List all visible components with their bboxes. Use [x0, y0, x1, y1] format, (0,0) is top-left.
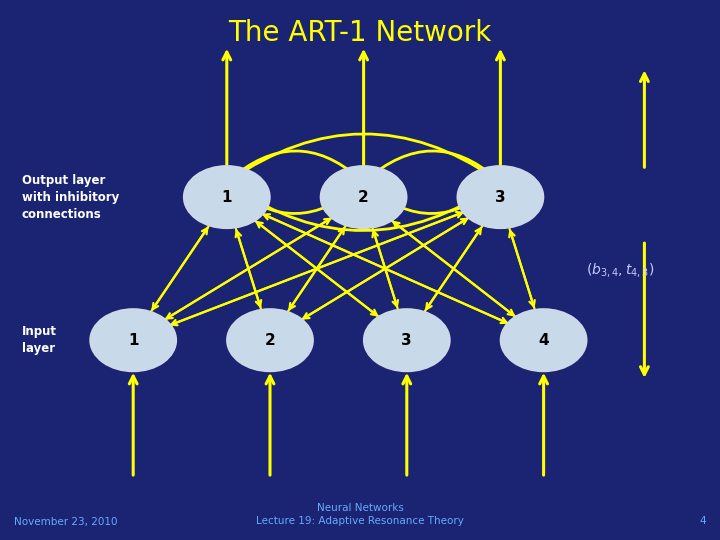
Ellipse shape	[457, 166, 544, 228]
Text: Neural Networks
Lecture 19: Adaptive Resonance Theory: Neural Networks Lecture 19: Adaptive Res…	[256, 503, 464, 526]
Ellipse shape	[184, 166, 270, 228]
Text: The ART-1 Network: The ART-1 Network	[228, 19, 492, 47]
Text: 1: 1	[222, 190, 232, 205]
Text: Output layer
with inhibitory
connections: Output layer with inhibitory connections	[22, 173, 119, 221]
Ellipse shape	[364, 309, 450, 372]
Text: November 23, 2010: November 23, 2010	[14, 516, 118, 526]
Text: 4: 4	[539, 333, 549, 348]
Text: $(b_{3,4},t_{4,3})$: $(b_{3,4},t_{4,3})$	[586, 261, 655, 279]
Text: 2: 2	[265, 333, 275, 348]
Ellipse shape	[500, 309, 587, 372]
Text: 2: 2	[359, 190, 369, 205]
Text: 3: 3	[495, 190, 505, 205]
Ellipse shape	[90, 309, 176, 372]
Ellipse shape	[320, 166, 407, 228]
Text: Input
layer: Input layer	[22, 325, 57, 355]
Text: 4: 4	[699, 516, 706, 526]
Text: 3: 3	[402, 333, 412, 348]
Text: 1: 1	[128, 333, 138, 348]
Ellipse shape	[227, 309, 313, 372]
